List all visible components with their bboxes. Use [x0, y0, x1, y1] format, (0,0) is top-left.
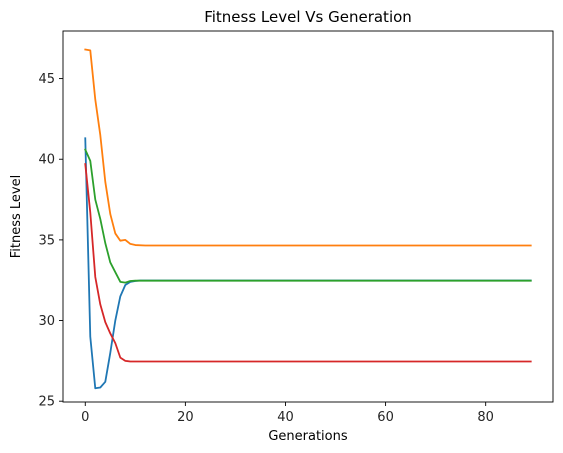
series-line-2 — [84, 48, 532, 247]
x-tick-label: 0 — [81, 410, 89, 425]
x-tick-label: 40 — [277, 410, 294, 425]
x-axis-label: Generations — [268, 429, 348, 444]
x-tick-label: 20 — [177, 410, 194, 425]
y-axis-ticks: 25 30 35 40 45 — [38, 72, 63, 410]
x-tick-label: 80 — [477, 410, 494, 425]
y-tick-label: 35 — [38, 233, 55, 248]
series-line-1 — [84, 137, 532, 390]
y-tick-label: 40 — [38, 153, 55, 168]
series-line-3 — [84, 148, 532, 284]
y-tick-label: 25 — [38, 395, 55, 410]
plot-frame — [62, 30, 554, 403]
series-layer — [84, 48, 532, 390]
chart-title: Fitness Level Vs Generation — [204, 8, 412, 26]
x-axis-ticks: 0 20 40 60 80 — [81, 402, 494, 425]
series-line-4 — [84, 163, 532, 363]
x-tick-label: 60 — [377, 410, 394, 425]
y-tick-label: 30 — [38, 314, 55, 329]
y-tick-label: 45 — [38, 72, 55, 87]
y-axis-label: Fitness Level — [9, 175, 24, 258]
